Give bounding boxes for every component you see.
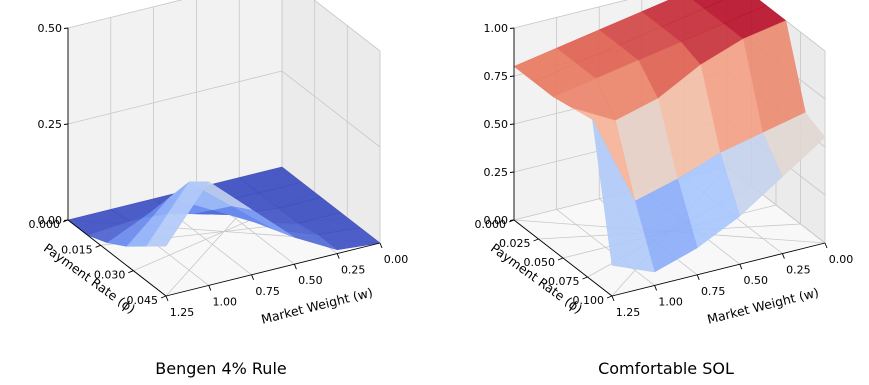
z-tick-label: 0.25	[38, 118, 63, 131]
y-tick-label: 0.000	[29, 218, 61, 231]
z-tick	[509, 75, 515, 77]
x-tick	[165, 295, 169, 302]
y-tick	[62, 219, 69, 223]
x-tick	[739, 264, 743, 270]
x-tick-label: 0.50	[744, 274, 769, 287]
y-tick	[557, 257, 564, 261]
surface-patch	[592, 119, 655, 273]
surface-patch	[145, 181, 210, 247]
z-tick	[509, 171, 515, 173]
x-tick-label: 1.00	[658, 295, 683, 308]
x-tick	[293, 264, 297, 270]
z-tick-label: 0.75	[484, 70, 509, 83]
x-tick-label: 0.50	[298, 274, 323, 287]
x-tick	[611, 295, 615, 302]
chart-title: Comfortable SOL	[598, 359, 734, 378]
y-tick	[606, 295, 613, 299]
z-tick	[63, 27, 69, 29]
y-tick	[582, 276, 588, 280]
y-tick-label: 0.015	[61, 243, 93, 256]
y-tick	[128, 270, 134, 274]
x-tick-label: 0.75	[701, 285, 726, 298]
y-tick-label: 0.045	[127, 294, 159, 307]
z-gridline	[513, 0, 826, 52]
surface-plot-2: 0.00 0.25 0.50 0.75 1.00 0.000 0.025 0.050 0.075…	[475, 0, 854, 378]
x-tick-label: 0.25	[786, 264, 811, 277]
x-tick-label: 0.00	[384, 253, 409, 266]
x-tick	[379, 242, 383, 249]
y-tick-label: 0.025	[499, 237, 531, 250]
y-tick-label: 0.030	[94, 269, 126, 282]
x-tick-label: 0.75	[255, 285, 280, 298]
z-tick-label: 0.00	[38, 214, 63, 227]
y-tick-label: 0.100	[573, 294, 605, 307]
z-tick-label: 0.00	[484, 214, 509, 227]
y-tick	[508, 219, 515, 223]
z-tick-label: 0.50	[38, 22, 63, 35]
x-axis-line	[165, 242, 381, 297]
z-tick-label: 1.00	[484, 22, 509, 35]
x-tick	[696, 274, 700, 280]
y-tick	[95, 244, 101, 248]
x-tick	[824, 242, 828, 249]
y-axis-line	[67, 219, 167, 297]
y-tick-label: 0.050	[524, 256, 556, 269]
x-tick-label: 0.00	[829, 253, 854, 266]
x-tick-label: 1.25	[170, 306, 195, 319]
z-tick-label: 0.25	[484, 166, 509, 179]
chart-title: Bengen 4% Rule	[155, 359, 286, 378]
y-tick-label: 0.000	[475, 218, 507, 231]
y-tick	[160, 295, 167, 299]
x-tick	[251, 274, 255, 280]
z-gridline	[67, 0, 381, 52]
x-tick-label: 1.25	[616, 306, 641, 319]
x-tick	[654, 285, 658, 291]
x-tick	[781, 253, 785, 259]
z-tick-label: 0.50	[484, 118, 509, 131]
x-tick	[208, 285, 212, 291]
z-tick	[63, 123, 69, 125]
y-tick-label: 0.075	[548, 275, 580, 288]
z-tick	[509, 27, 515, 29]
x-tick-label: 1.00	[213, 295, 238, 308]
x-axis-line	[611, 242, 826, 297]
x-tick	[336, 253, 340, 259]
y-tick	[533, 238, 539, 242]
x-tick-label: 0.25	[341, 264, 366, 277]
z-tick	[509, 123, 515, 125]
